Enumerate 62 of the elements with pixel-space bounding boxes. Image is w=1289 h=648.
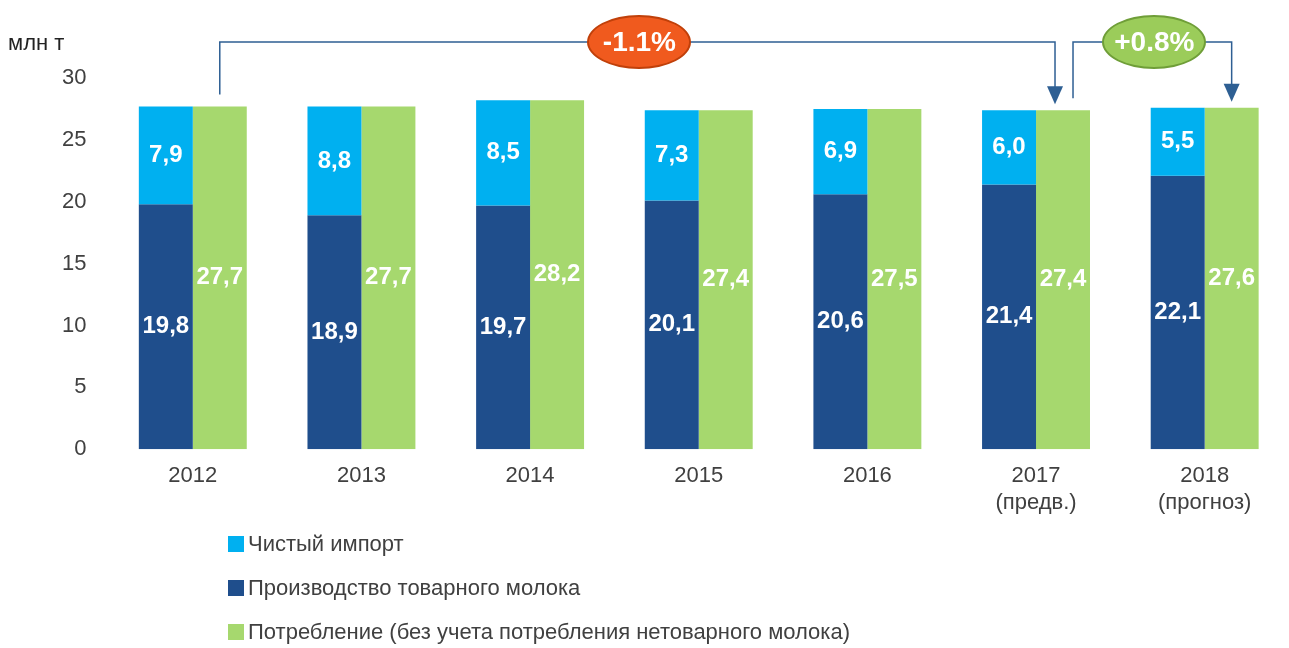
data-label: 18,9: [311, 316, 358, 344]
data-label: 6,0: [992, 131, 1026, 159]
x-tick-label: 2014: [505, 462, 555, 488]
data-label: 27,4: [702, 264, 750, 292]
bar: [813, 194, 868, 450]
data-label: 6,9: [823, 136, 858, 164]
bar: [476, 100, 531, 206]
data-label: 22,1: [1154, 297, 1202, 325]
data-label: 28,2: [533, 259, 581, 287]
bar: [476, 205, 531, 450]
bar: [1150, 107, 1205, 176]
bar: [698, 110, 753, 450]
bar: [644, 200, 699, 450]
data-label: 27,5: [871, 263, 918, 291]
bar: [361, 106, 416, 450]
bar: [1036, 110, 1090, 450]
data-label: 27,7: [196, 262, 244, 290]
bar: [867, 108, 922, 450]
x-tick-label: 2018 (прогноз): [1158, 462, 1252, 514]
bar: [192, 106, 247, 450]
y-tick-label: 20: [61, 187, 87, 213]
x-tick-label: 2013: [336, 462, 386, 488]
bar: [1150, 175, 1205, 450]
bar: [530, 100, 585, 450]
y-tick-label: 10: [61, 311, 87, 337]
data-label: 19,8: [142, 311, 190, 339]
legend-label: Потребление (без учета потребления нетоварного молока): [248, 619, 850, 645]
data-label: 27,4: [1039, 264, 1088, 292]
bar: [982, 110, 1037, 185]
data-label: 19,7: [479, 311, 527, 339]
data-label: 7,9: [149, 139, 183, 167]
legend-label: Чистый импорт: [248, 531, 404, 557]
bar: [138, 204, 193, 450]
data-label: 20,1: [648, 309, 696, 337]
bar: [138, 106, 193, 205]
y-tick-label: 25: [61, 125, 87, 151]
data-label: 8,5: [486, 137, 520, 165]
data-label: 7,3: [655, 139, 689, 167]
bar: [982, 184, 1037, 450]
x-tick-label: 2017 (предв.): [995, 462, 1077, 514]
data-label: 27,6: [1208, 263, 1256, 291]
y-tick-label: 0: [74, 435, 87, 461]
y-tick-label: 5: [74, 373, 87, 399]
bar: [307, 215, 362, 450]
bar: [307, 106, 362, 216]
data-label: 27,7: [365, 262, 412, 290]
y-tick-label: 30: [61, 64, 87, 90]
data-label: 21,4: [985, 301, 1034, 329]
bar: [1204, 107, 1259, 450]
data-label: 8,8: [317, 145, 352, 173]
x-tick-label: 2016: [842, 462, 892, 488]
x-tick-label: 2012: [168, 462, 218, 488]
y-tick-label: 15: [61, 249, 87, 275]
y-axis-title: млн т: [8, 30, 65, 56]
data-label: 20,6: [817, 306, 864, 334]
text: +0.8%: [1102, 15, 1207, 69]
data-label: 5,5: [1161, 126, 1195, 154]
bar: [644, 110, 699, 201]
x-tick-label: 2015: [674, 462, 724, 488]
bar: [813, 108, 868, 195]
text: -1.1%: [587, 15, 692, 69]
legend-label: Производство товарного молока: [248, 575, 581, 601]
